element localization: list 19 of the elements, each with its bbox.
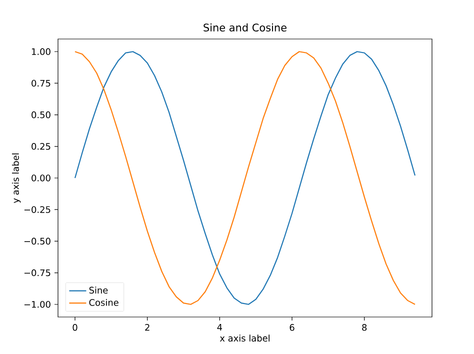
y-tick-label: 0.25 — [32, 143, 50, 150]
y-tick-label: 0.00 — [32, 174, 50, 182]
x-tick-label: 6 — [290, 324, 294, 331]
legend-label: Cosine — [89, 298, 118, 306]
y-tick-label: −0.25 — [24, 206, 50, 213]
x-tick-label: 0 — [72, 324, 78, 331]
y-tick-label: −1.00 — [24, 300, 50, 308]
y-tick-label: −0.75 — [24, 269, 50, 276]
x-tick-label: 8 — [362, 324, 367, 331]
x-tick-label: 4 — [217, 324, 222, 331]
y-tick-label: 0.50 — [32, 111, 50, 118]
y-tick-label: 1.00 — [32, 48, 50, 56]
y-tick-label: 0.75 — [32, 80, 50, 87]
y-tick-label: −0.50 — [24, 238, 50, 245]
y-axis-title: y axis label — [12, 154, 21, 204]
x-axis-title: x axis label — [220, 334, 270, 342]
chart-title: Sine and Cosine — [204, 23, 286, 32]
legend-label: Sine — [89, 286, 108, 294]
x-tick-label: 2 — [145, 324, 150, 331]
